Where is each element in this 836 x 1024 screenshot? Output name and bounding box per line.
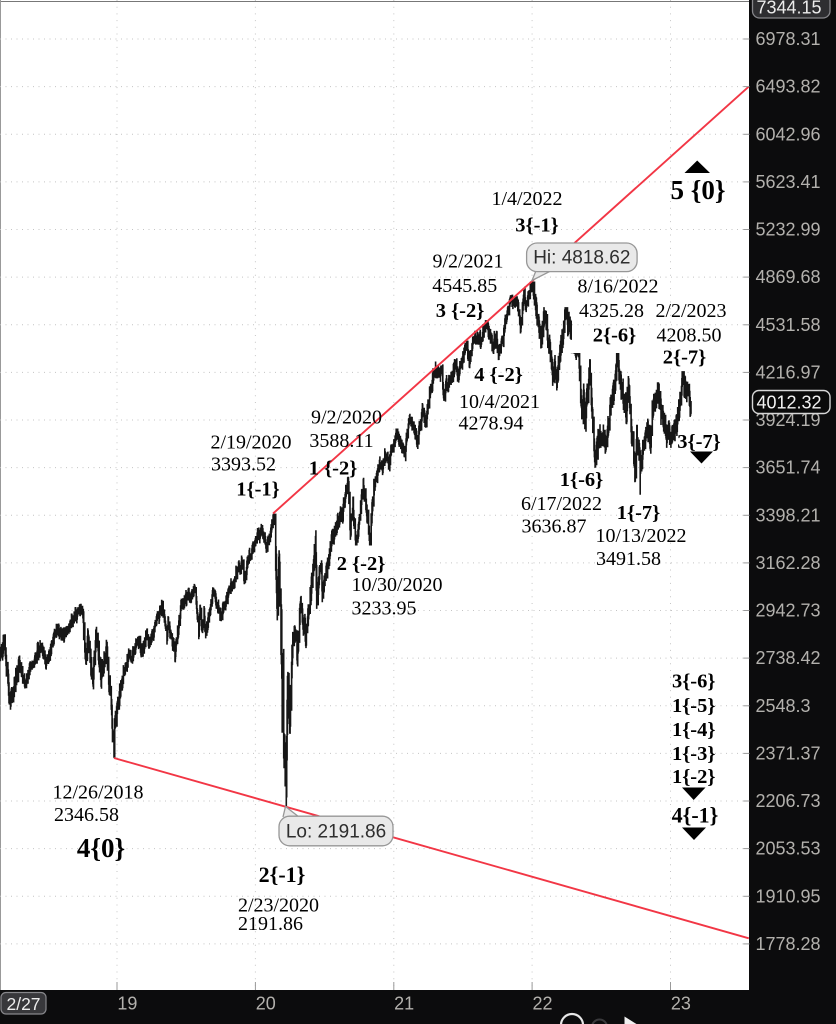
svg-text:3398.21: 3398.21 — [756, 505, 821, 525]
svg-text:2191.86: 2191.86 — [238, 913, 303, 935]
svg-text:3{-7}: 3{-7} — [677, 431, 720, 453]
svg-text:3651.74: 3651.74 — [756, 458, 821, 478]
svg-text:22: 22 — [532, 994, 552, 1014]
svg-text:2738.42: 2738.42 — [756, 648, 821, 668]
svg-text:2{-1}: 2{-1} — [259, 862, 306, 887]
svg-text:1{-4}: 1{-4} — [672, 719, 715, 741]
svg-text:12/26/2018: 12/26/2018 — [52, 782, 143, 804]
svg-text:4{0}: 4{0} — [77, 833, 125, 863]
svg-text:4531.58: 4531.58 — [756, 315, 821, 335]
svg-text:6042.96: 6042.96 — [756, 124, 821, 144]
svg-text:3{-1}: 3{-1} — [515, 215, 558, 237]
svg-text:1/4/2022: 1/4/2022 — [491, 188, 562, 210]
svg-text:2346.58: 2346.58 — [54, 804, 119, 826]
svg-text:4012.32: 4012.32 — [757, 393, 822, 413]
svg-text:8/16/2022: 8/16/2022 — [577, 276, 658, 298]
svg-text:10/4/2021: 10/4/2021 — [459, 391, 540, 413]
svg-text:4545.85: 4545.85 — [432, 275, 497, 297]
svg-text:1 {-2}: 1 {-2} — [309, 458, 358, 480]
svg-text:2053.53: 2053.53 — [756, 839, 821, 859]
svg-text:3588.11: 3588.11 — [309, 430, 373, 452]
svg-text:4869.68: 4869.68 — [756, 267, 821, 287]
svg-text:3636.87: 3636.87 — [522, 516, 587, 538]
svg-text:2206.73: 2206.73 — [756, 791, 821, 811]
svg-text:4{-1}: 4{-1} — [672, 803, 719, 828]
svg-text:9/2/2020: 9/2/2020 — [311, 407, 382, 429]
svg-text:2/23/2020: 2/23/2020 — [238, 895, 319, 917]
svg-text:10/30/2020: 10/30/2020 — [351, 574, 442, 596]
svg-text:5232.99: 5232.99 — [756, 220, 821, 240]
svg-text:1{-5}: 1{-5} — [672, 695, 715, 717]
svg-text:6978.31: 6978.31 — [756, 29, 821, 49]
svg-text:1{-1}: 1{-1} — [236, 479, 279, 501]
svg-text:2548.3: 2548.3 — [756, 696, 811, 716]
svg-text:3 {-2}: 3 {-2} — [436, 300, 485, 322]
svg-text:4216.97: 4216.97 — [756, 362, 821, 382]
svg-text:20: 20 — [256, 994, 276, 1014]
svg-text:23: 23 — [671, 994, 691, 1014]
svg-text:2{-6}: 2{-6} — [593, 325, 636, 347]
svg-text:Lo: 2191.86: Lo: 2191.86 — [286, 821, 386, 842]
svg-text:2/27: 2/27 — [6, 994, 40, 1014]
svg-text:1778.28: 1778.28 — [756, 934, 821, 954]
svg-text:4278.94: 4278.94 — [459, 413, 524, 435]
svg-text:2/2/2023: 2/2/2023 — [655, 300, 726, 322]
svg-text:7344.15: 7344.15 — [757, 0, 822, 18]
svg-text:2/19/2020: 2/19/2020 — [210, 432, 291, 454]
svg-text:5623.41: 5623.41 — [756, 172, 821, 192]
svg-text:1{-3}: 1{-3} — [672, 743, 715, 765]
svg-text:Hi: 4818.62: Hi: 4818.62 — [533, 248, 630, 269]
svg-text:2{-7}: 2{-7} — [663, 347, 706, 369]
svg-text:2 {-2}: 2 {-2} — [337, 553, 386, 575]
svg-text:3924.19: 3924.19 — [756, 410, 821, 430]
svg-text:10/13/2022: 10/13/2022 — [595, 525, 686, 547]
svg-text:5 {0}: 5 {0} — [670, 175, 725, 205]
svg-text:2371.37: 2371.37 — [756, 743, 821, 763]
svg-text:4 {-2}: 4 {-2} — [474, 364, 523, 386]
svg-text:3{-6}: 3{-6} — [672, 671, 715, 693]
svg-text:6493.82: 6493.82 — [756, 77, 821, 97]
svg-text:1{-6}: 1{-6} — [560, 469, 603, 491]
svg-text:4208.50: 4208.50 — [657, 325, 722, 347]
svg-text:1910.95: 1910.95 — [756, 886, 821, 906]
svg-text:21: 21 — [394, 994, 414, 1014]
svg-text:19: 19 — [117, 994, 137, 1014]
svg-text:4325.28: 4325.28 — [579, 300, 644, 322]
svg-text:3393.52: 3393.52 — [211, 454, 276, 476]
svg-text:3491.58: 3491.58 — [596, 548, 661, 570]
svg-text:1{-7}: 1{-7} — [617, 502, 660, 524]
svg-text:3162.28: 3162.28 — [756, 553, 821, 573]
svg-text:6/17/2022: 6/17/2022 — [521, 493, 602, 515]
svg-text:2942.73: 2942.73 — [756, 601, 821, 621]
svg-text:9/2/2021: 9/2/2021 — [432, 251, 503, 273]
svg-text:3233.95: 3233.95 — [352, 598, 417, 620]
svg-text:1{-2}: 1{-2} — [672, 766, 715, 788]
